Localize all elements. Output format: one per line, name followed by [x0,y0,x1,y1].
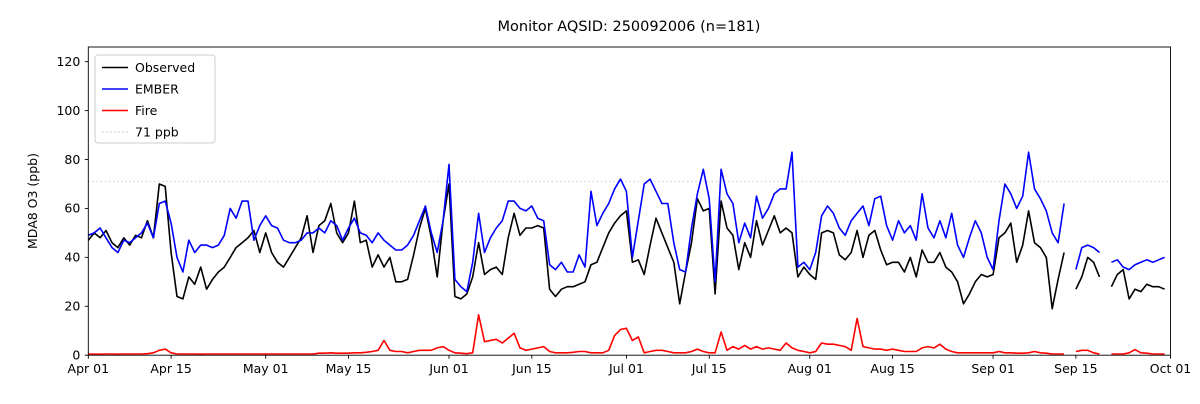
x-tick-label: Apr 15 [150,361,192,376]
legend-box [94,54,216,144]
axes-group: 0 20 40 60 80 100 120 Apr 01 Apr 15 May 01 May 15 J… [56,46,1192,376]
x-tick-label: Jul 01 [608,361,644,376]
series-group [87,151,1165,356]
series-observed-line [1110,268,1165,300]
x-tick-label: May 01 [243,361,289,376]
y-tick-label: 20 [64,299,80,314]
y-tick-label: 40 [64,250,80,265]
series-ember-line [1075,244,1101,270]
legend-label: Fire [135,103,158,118]
y-tick-label: 60 [64,201,80,216]
x-tick-label: Aug 15 [870,361,914,376]
x-tick-label: Oct 01 [1150,361,1192,376]
series-ember-line [87,151,1065,293]
series-fire-line [1111,348,1165,355]
legend-label: 71 ppb [135,124,179,139]
series-ember-line [1111,256,1165,271]
series-fire-line [88,313,1065,356]
legend-label: EMBER [135,81,179,96]
x-tick-label: May 15 [326,361,372,376]
x-tick-label: Sep 01 [971,361,1014,376]
chart-title: Monitor AQSID: 250092006 (n=181) [498,19,761,35]
x-tick-label: Jul 15 [691,361,727,376]
series-observed-line [1075,256,1101,290]
y-tick-label: 120 [56,54,80,69]
x-tick-label: Apr 01 [68,361,110,376]
legend: Observed EMBER Fire 71 ppb [94,54,216,144]
y-axis-label: MDA8 O3 (ppb) [25,153,40,249]
series-observed-line [87,183,1065,310]
x-tick-label: Aug 01 [788,361,832,376]
y-tick-label: 100 [56,103,80,118]
x-tick-label: Jun 01 [428,361,468,376]
series-fire-line [1075,349,1100,355]
legend-label: Observed [135,60,195,75]
plot-border [87,46,1171,356]
x-tick-label: Jun 15 [511,361,551,376]
y-tick-label: 0 [72,348,80,363]
y-tick-label: 80 [64,152,80,167]
x-tick-label: Sep 15 [1054,361,1097,376]
